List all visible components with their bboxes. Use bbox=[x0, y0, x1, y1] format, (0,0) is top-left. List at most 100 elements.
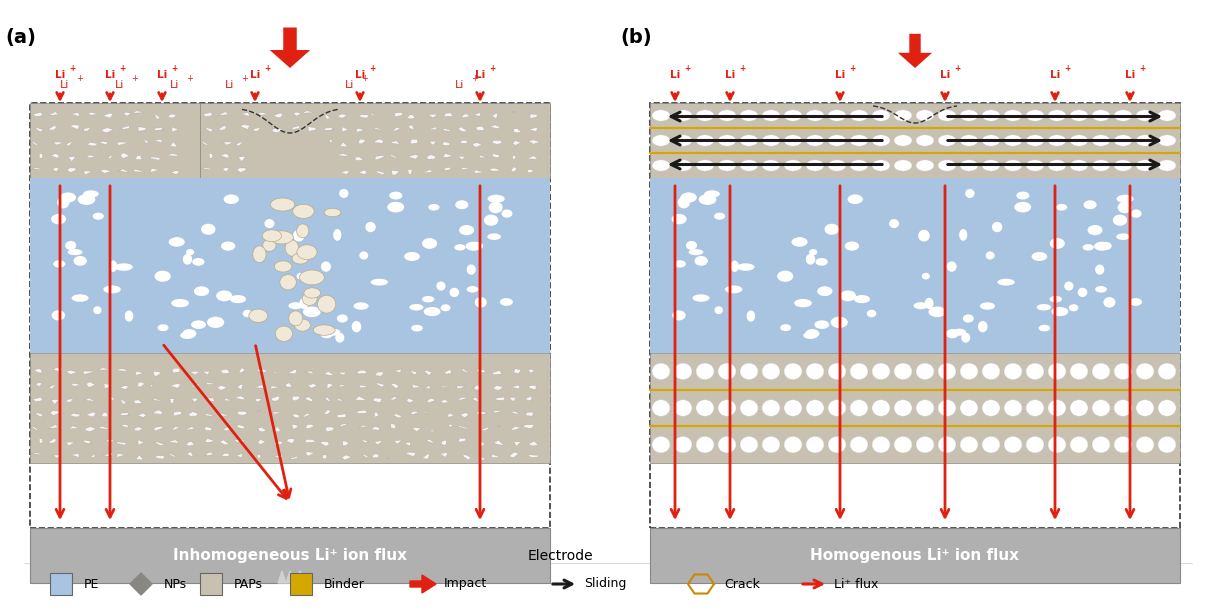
Polygon shape bbox=[120, 399, 126, 405]
Polygon shape bbox=[209, 153, 213, 158]
Ellipse shape bbox=[1004, 110, 1021, 121]
Ellipse shape bbox=[1114, 436, 1132, 453]
Polygon shape bbox=[473, 385, 483, 390]
Ellipse shape bbox=[1158, 135, 1176, 146]
Ellipse shape bbox=[806, 160, 824, 171]
Ellipse shape bbox=[809, 249, 817, 255]
Polygon shape bbox=[411, 411, 418, 414]
Ellipse shape bbox=[302, 292, 317, 305]
Ellipse shape bbox=[916, 110, 934, 121]
Polygon shape bbox=[153, 410, 163, 414]
Ellipse shape bbox=[794, 299, 812, 307]
Polygon shape bbox=[51, 399, 58, 405]
Ellipse shape bbox=[288, 311, 303, 326]
Polygon shape bbox=[235, 439, 246, 442]
Polygon shape bbox=[441, 452, 447, 457]
Ellipse shape bbox=[193, 286, 209, 296]
Ellipse shape bbox=[717, 135, 736, 146]
Ellipse shape bbox=[1048, 110, 1066, 121]
Ellipse shape bbox=[696, 110, 714, 121]
Polygon shape bbox=[191, 398, 197, 402]
Polygon shape bbox=[100, 368, 111, 370]
Ellipse shape bbox=[422, 238, 437, 249]
Ellipse shape bbox=[1070, 110, 1088, 121]
Polygon shape bbox=[66, 442, 75, 446]
Text: +: + bbox=[242, 74, 248, 83]
Text: Li: Li bbox=[455, 80, 465, 90]
Polygon shape bbox=[510, 452, 519, 458]
Ellipse shape bbox=[806, 110, 824, 121]
Text: Li: Li bbox=[225, 80, 235, 90]
Polygon shape bbox=[339, 142, 347, 147]
Text: Li: Li bbox=[725, 70, 736, 80]
Polygon shape bbox=[304, 371, 314, 374]
Ellipse shape bbox=[1158, 110, 1176, 121]
Ellipse shape bbox=[741, 400, 758, 416]
Polygon shape bbox=[456, 386, 465, 389]
Ellipse shape bbox=[263, 230, 281, 242]
Ellipse shape bbox=[693, 294, 710, 302]
Polygon shape bbox=[376, 383, 385, 387]
Polygon shape bbox=[150, 383, 153, 387]
Polygon shape bbox=[457, 425, 468, 429]
Ellipse shape bbox=[715, 306, 724, 314]
Polygon shape bbox=[204, 452, 213, 456]
Polygon shape bbox=[305, 424, 315, 428]
Ellipse shape bbox=[450, 287, 460, 297]
Polygon shape bbox=[292, 414, 299, 418]
Polygon shape bbox=[236, 454, 242, 457]
Polygon shape bbox=[528, 140, 540, 144]
Polygon shape bbox=[494, 440, 503, 445]
Ellipse shape bbox=[1082, 244, 1094, 251]
Ellipse shape bbox=[762, 110, 779, 121]
Polygon shape bbox=[137, 413, 146, 417]
Ellipse shape bbox=[103, 286, 120, 294]
Ellipse shape bbox=[959, 400, 978, 416]
Polygon shape bbox=[32, 427, 38, 430]
Ellipse shape bbox=[894, 135, 912, 146]
Ellipse shape bbox=[299, 298, 309, 309]
Polygon shape bbox=[513, 368, 520, 373]
Polygon shape bbox=[219, 126, 227, 130]
Polygon shape bbox=[472, 143, 483, 147]
Polygon shape bbox=[304, 170, 314, 172]
Polygon shape bbox=[220, 369, 230, 373]
Polygon shape bbox=[320, 441, 330, 446]
Polygon shape bbox=[135, 156, 142, 160]
Ellipse shape bbox=[339, 189, 349, 198]
Polygon shape bbox=[109, 397, 114, 400]
Ellipse shape bbox=[1048, 400, 1066, 416]
Bar bbox=[30, 103, 199, 178]
Polygon shape bbox=[375, 156, 384, 160]
Polygon shape bbox=[219, 112, 227, 115]
Ellipse shape bbox=[986, 251, 995, 259]
Ellipse shape bbox=[1070, 436, 1088, 453]
Bar bbox=[50, 573, 72, 595]
Ellipse shape bbox=[737, 264, 755, 271]
Ellipse shape bbox=[1026, 436, 1045, 453]
Polygon shape bbox=[117, 368, 126, 371]
Polygon shape bbox=[427, 154, 437, 160]
Polygon shape bbox=[424, 411, 427, 414]
Polygon shape bbox=[496, 426, 501, 427]
Polygon shape bbox=[458, 156, 466, 160]
Ellipse shape bbox=[1131, 210, 1142, 218]
Ellipse shape bbox=[1130, 298, 1142, 306]
Polygon shape bbox=[390, 397, 399, 400]
Ellipse shape bbox=[784, 110, 803, 121]
Text: Li: Li bbox=[1125, 70, 1135, 80]
Ellipse shape bbox=[359, 251, 368, 259]
Ellipse shape bbox=[321, 261, 331, 272]
Polygon shape bbox=[223, 168, 229, 172]
Polygon shape bbox=[139, 127, 146, 131]
Polygon shape bbox=[89, 112, 97, 115]
Ellipse shape bbox=[781, 324, 792, 331]
Polygon shape bbox=[457, 397, 466, 401]
Polygon shape bbox=[323, 371, 334, 376]
Ellipse shape bbox=[966, 189, 974, 198]
Ellipse shape bbox=[792, 237, 807, 246]
Polygon shape bbox=[305, 452, 315, 456]
Polygon shape bbox=[390, 384, 399, 388]
Polygon shape bbox=[441, 400, 449, 403]
Polygon shape bbox=[135, 371, 143, 375]
